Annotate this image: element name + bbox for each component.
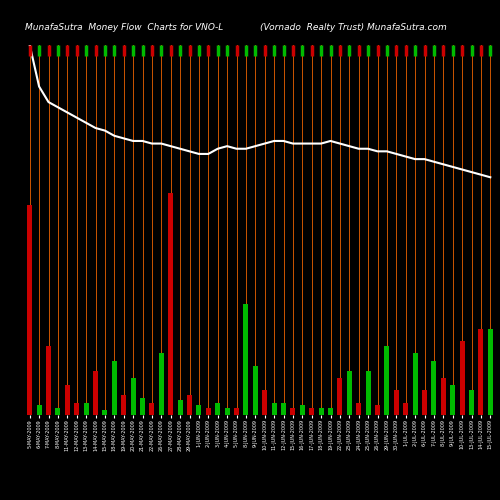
Bar [178,400,182,415]
Bar [93,370,98,415]
Bar [450,386,456,415]
Bar [488,328,493,415]
Bar [384,346,390,415]
Bar [281,402,286,415]
Bar [440,378,446,415]
Bar [403,402,408,415]
Bar [187,396,192,415]
Bar [215,402,220,415]
Bar [102,410,108,415]
Bar [469,390,474,415]
Bar [478,328,484,415]
Bar [224,408,230,415]
Bar [346,370,352,415]
Bar [394,390,399,415]
Bar [328,408,333,415]
Bar [46,346,51,415]
Bar [112,360,117,415]
Bar [309,408,314,415]
Bar [140,398,145,415]
Bar [356,402,362,415]
Bar [150,402,154,415]
Bar [252,366,258,415]
Bar [36,405,42,415]
Bar [272,402,276,415]
Bar [206,408,211,415]
Bar [27,206,32,415]
Bar [432,360,436,415]
Bar [56,408,60,415]
Bar [412,354,418,415]
Bar [366,370,370,415]
Bar [234,408,239,415]
Bar [460,341,464,415]
Text: MunafaSutra  Money Flow  Charts for VNO-L: MunafaSutra Money Flow Charts for VNO-L [25,24,223,32]
Bar [318,408,324,415]
Bar [300,405,305,415]
Bar [130,378,136,415]
Bar [422,390,427,415]
Bar [121,396,126,415]
Bar [74,402,80,415]
Bar [64,386,70,415]
Bar [244,304,248,415]
Bar [168,193,173,415]
Text: (Vornado  Realty Trust) MunafaSutra.com: (Vornado Realty Trust) MunafaSutra.com [260,24,447,32]
Bar [338,378,342,415]
Bar [158,354,164,415]
Bar [262,390,268,415]
Bar [84,402,88,415]
Bar [196,405,202,415]
Bar [290,408,296,415]
Bar [375,405,380,415]
